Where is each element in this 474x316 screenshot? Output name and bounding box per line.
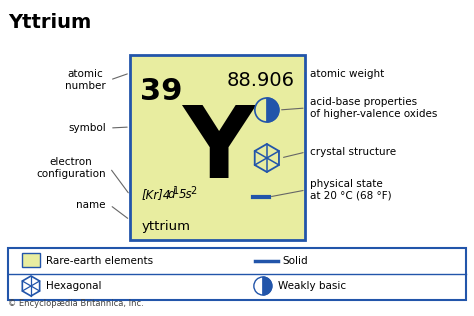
Text: atomic weight: atomic weight (310, 69, 384, 79)
Text: d: d (168, 189, 175, 202)
Text: electron
configuration: electron configuration (36, 157, 106, 179)
FancyBboxPatch shape (22, 253, 40, 267)
Polygon shape (263, 277, 272, 295)
FancyBboxPatch shape (130, 55, 305, 240)
Text: symbol: symbol (68, 123, 106, 133)
Text: Hexagonal: Hexagonal (46, 281, 101, 291)
Text: 88.906: 88.906 (227, 71, 295, 90)
Text: crystal structure: crystal structure (310, 147, 396, 157)
Text: physical state
at 20 °C (68 °F): physical state at 20 °C (68 °F) (310, 179, 392, 201)
Text: name: name (76, 200, 106, 210)
Text: Weakly basic: Weakly basic (278, 281, 346, 291)
Text: yttrium: yttrium (142, 220, 191, 233)
Polygon shape (267, 98, 279, 122)
Text: Rare-earth elements: Rare-earth elements (46, 256, 153, 266)
Text: 1: 1 (173, 186, 179, 196)
Text: [Kr]4: [Kr]4 (142, 189, 171, 202)
Text: atomic
number: atomic number (65, 69, 106, 91)
Text: Y: Y (182, 101, 254, 198)
Text: acid-base properties
of higher-valence oxides: acid-base properties of higher-valence o… (310, 97, 437, 119)
Text: 39: 39 (140, 77, 182, 106)
Text: 5s: 5s (179, 189, 192, 202)
Text: Solid: Solid (283, 256, 309, 266)
Text: 2: 2 (190, 186, 196, 196)
FancyBboxPatch shape (8, 248, 466, 300)
Text: Yttrium: Yttrium (8, 13, 91, 32)
Text: © Encyclopædia Britannica, Inc.: © Encyclopædia Britannica, Inc. (8, 299, 144, 308)
